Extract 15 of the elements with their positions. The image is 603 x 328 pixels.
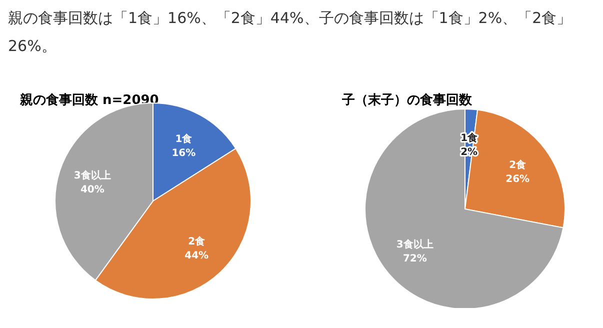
data-label: 16% [172,148,196,160]
data-label: 26% [506,174,530,185]
data-label: 40% [80,184,104,196]
pie-slice [364,108,564,308]
slice-label: 2食 [188,235,206,248]
text: 親の食事回数は「1食」16%、「2食」44%、子の食事回数は「1食」2%、「2食」26%。 [8,8,573,57]
chart-title: 子（末子）の食事回数 [341,93,473,108]
data-label: 2% [460,147,478,158]
data-label: 72% [402,253,427,264]
data-label: 44% [184,250,209,262]
slice-label: 3食以上 [396,238,434,250]
slice-label: 2食 [509,158,526,171]
slice-label: 1食 [175,133,192,146]
chart-title: 親の食事回数 n=2090 [19,92,159,108]
slice-label: 3食以上 [74,169,111,182]
